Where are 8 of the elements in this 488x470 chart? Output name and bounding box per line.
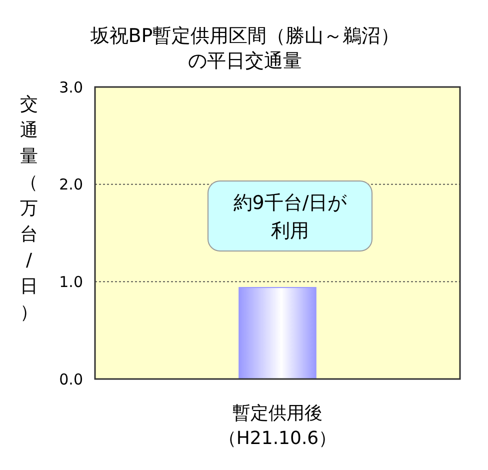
annotation: 約9千台/日が利用: [233, 192, 348, 242]
y-tick-label: 0.0: [59, 370, 83, 388]
y-tick-label: 1.0: [59, 272, 83, 291]
y-tick-label: 2.0: [59, 176, 83, 194]
y-tick-label: 3.0: [59, 78, 83, 96]
x-tick-label: 暫定供用後（H21.10.6）: [218, 403, 337, 449]
chart-title: 坂祝BP暫定供用区間（勝山～鵜沼）の平日交通量: [89, 25, 400, 72]
text: 交通量（万台/日）: [20, 94, 38, 323]
